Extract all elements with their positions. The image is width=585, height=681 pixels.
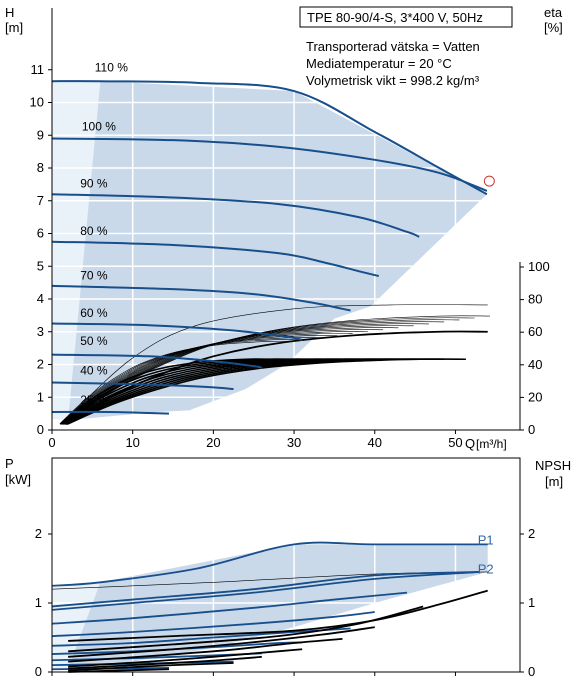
- power-curve: [51, 541, 488, 587]
- y2-tick-label: 80: [528, 292, 542, 307]
- title-box: [299, 6, 513, 28]
- y2-axis-unit-npsh: [m]: [545, 474, 563, 489]
- curve-label: 25 %: [80, 393, 108, 407]
- y-tick-label: 2: [35, 526, 42, 541]
- y-axis-unit-head: [m]: [5, 20, 23, 35]
- info-fluid: Transporterad vätska = Vatten: [306, 39, 480, 54]
- power-curve: [51, 641, 303, 655]
- x-axis-unit: [m³/h]: [476, 437, 507, 451]
- efficiency-curve: [62, 333, 353, 423]
- y-tick-label: 0: [37, 422, 44, 437]
- y-tick-label: 8: [37, 160, 44, 175]
- curve-label: 110 %: [95, 60, 128, 74]
- x-tick-label: 30: [287, 435, 301, 450]
- y-tick-label: 2: [37, 357, 44, 372]
- npsh-curve: [68, 626, 375, 658]
- y-tick-label: 7: [37, 193, 44, 208]
- x-tick-label: 10: [125, 435, 139, 450]
- y-tick-label: 11: [31, 62, 45, 77]
- npsh-curve: [68, 589, 488, 642]
- efficiency-curve: [62, 335, 338, 423]
- y-tick-label: 6: [37, 226, 44, 241]
- duty-point-marker: [483, 175, 495, 187]
- x-tick-label: 0: [48, 435, 55, 450]
- efficiency-envelope: [67, 304, 488, 418]
- npsh-curve: [68, 605, 424, 653]
- curve-label: 90 %: [80, 177, 108, 191]
- efficiency-curve-thick: [67, 358, 466, 425]
- head-curve: [51, 80, 488, 196]
- efficiency-curve-max: [67, 330, 488, 423]
- power-curve: [51, 627, 351, 647]
- y-tick-label: 9: [37, 127, 44, 142]
- head-curve: [51, 240, 380, 278]
- y2-tick-label: 20: [528, 389, 542, 404]
- y2-tick-label: 100: [528, 259, 550, 274]
- power-curve-label: P2: [478, 562, 494, 577]
- y-tick-label: 3: [37, 324, 44, 339]
- y-tick-label: 4: [37, 291, 44, 306]
- power-curve: [51, 591, 408, 625]
- info-density: Volymetrisk vikt = 998.2 kg/m³: [306, 73, 480, 88]
- y-tick-label: 1: [37, 389, 44, 404]
- curve-label: 50 %: [80, 334, 108, 348]
- operating-area-light: [52, 81, 101, 421]
- curve-label: 70 %: [80, 268, 108, 282]
- y2-tick-label: 2: [528, 526, 535, 541]
- head-curve: [51, 193, 420, 238]
- y2-tick-label: 60: [528, 324, 542, 339]
- head-curve: [51, 410, 170, 415]
- npsh-curve: [68, 655, 262, 670]
- power-curve: [51, 611, 375, 638]
- power-curve-label: P1: [478, 533, 494, 548]
- y-tick-label: 0: [35, 664, 42, 679]
- y2-tick-label: 40: [528, 357, 542, 372]
- y2-tick-label: 1: [528, 595, 535, 610]
- head-curve: [51, 353, 263, 369]
- curve-label: 60 %: [80, 306, 108, 320]
- y-axis-unit-power: [kW]: [5, 472, 31, 487]
- y-tick-label: 5: [37, 258, 44, 273]
- head-curve: [51, 381, 234, 391]
- power-curve: [51, 571, 480, 608]
- operating-area: [52, 81, 487, 421]
- curve-label: 80 %: [80, 224, 108, 238]
- y-axis-label-power: P: [5, 456, 14, 471]
- y2-axis-unit-eta: [%]: [544, 20, 563, 35]
- curve-label: 40 %: [80, 363, 108, 377]
- head-curve: [51, 284, 351, 312]
- y-axis-label-head: H: [5, 5, 14, 20]
- info-temperature: Mediatemperatur = 20 °C: [306, 56, 452, 71]
- power-curve: [51, 571, 480, 611]
- x-tick-label: 20: [206, 435, 220, 450]
- efficiency-curve: [61, 339, 307, 423]
- x-axis-label: Q: [465, 436, 475, 451]
- power-frame: [51, 457, 521, 673]
- head-chart: 110 % 100 % 90 % 80 % 70 % 60 % 50 % 40 % 25 % 0 1…: [30, 8, 550, 450]
- npsh-curve: [68, 648, 303, 668]
- y2-axis-label-eta: eta: [544, 5, 563, 20]
- y2-tick-label: 0: [528, 422, 535, 437]
- head-curve: [51, 137, 488, 192]
- y2-tick-label: 0: [528, 664, 535, 679]
- curve-label: 100 %: [82, 119, 116, 133]
- y-tick-label: 1: [35, 595, 42, 610]
- npsh-curve: [68, 662, 234, 672]
- chart-title: TPE 80-90/4-S, 3*400 V, 50Hz: [307, 10, 483, 25]
- head-curve: [51, 322, 303, 341]
- npsh-curve: [68, 637, 343, 663]
- x-tick-label: 40: [368, 435, 382, 450]
- y2-axis-label-npsh: NPSH: [535, 458, 571, 473]
- x-tick-label: 50: [448, 435, 462, 450]
- y-tick-label: 10: [30, 95, 44, 110]
- power-chart: P1 P2 0 0 1 1 2 2: [35, 457, 535, 679]
